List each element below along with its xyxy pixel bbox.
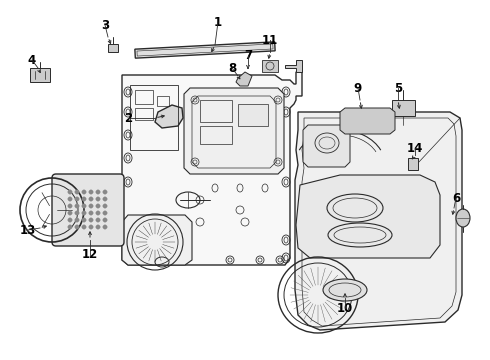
Ellipse shape <box>103 211 107 215</box>
Ellipse shape <box>68 225 72 229</box>
Ellipse shape <box>68 204 72 208</box>
Ellipse shape <box>103 225 107 229</box>
Ellipse shape <box>323 279 367 301</box>
Ellipse shape <box>89 204 93 208</box>
Ellipse shape <box>75 197 79 201</box>
Polygon shape <box>340 108 395 134</box>
Bar <box>135 90 153 104</box>
Text: 12: 12 <box>82 248 98 261</box>
Ellipse shape <box>82 211 86 215</box>
Bar <box>135 108 153 120</box>
Polygon shape <box>392 100 415 116</box>
Text: 14: 14 <box>407 141 423 154</box>
Polygon shape <box>122 215 192 265</box>
Polygon shape <box>303 125 350 167</box>
Ellipse shape <box>96 218 100 222</box>
Ellipse shape <box>89 197 93 201</box>
Bar <box>157 96 169 106</box>
Polygon shape <box>155 105 183 128</box>
Ellipse shape <box>456 209 470 227</box>
Text: 6: 6 <box>452 192 460 204</box>
Ellipse shape <box>103 190 107 194</box>
Text: 8: 8 <box>228 62 236 75</box>
Ellipse shape <box>103 204 107 208</box>
FancyBboxPatch shape <box>52 174 124 246</box>
Ellipse shape <box>68 190 72 194</box>
Ellipse shape <box>89 211 93 215</box>
Ellipse shape <box>103 197 107 201</box>
Text: 2: 2 <box>124 112 132 125</box>
Polygon shape <box>30 68 50 82</box>
Polygon shape <box>262 60 278 72</box>
Bar <box>200 126 232 144</box>
Ellipse shape <box>103 218 107 222</box>
Polygon shape <box>295 112 462 330</box>
Polygon shape <box>184 88 284 174</box>
Ellipse shape <box>96 204 100 208</box>
Ellipse shape <box>96 197 100 201</box>
Text: 11: 11 <box>262 33 278 46</box>
Text: 10: 10 <box>337 302 353 315</box>
Ellipse shape <box>75 218 79 222</box>
Ellipse shape <box>89 218 93 222</box>
Polygon shape <box>285 60 302 72</box>
Polygon shape <box>135 42 275 58</box>
Text: 1: 1 <box>214 15 222 28</box>
Polygon shape <box>122 72 302 265</box>
Polygon shape <box>236 72 252 86</box>
Text: 4: 4 <box>28 54 36 67</box>
Polygon shape <box>108 44 118 52</box>
Ellipse shape <box>82 197 86 201</box>
Ellipse shape <box>68 218 72 222</box>
Ellipse shape <box>96 211 100 215</box>
Ellipse shape <box>96 225 100 229</box>
Polygon shape <box>296 175 440 258</box>
Ellipse shape <box>75 204 79 208</box>
Bar <box>200 100 232 122</box>
Ellipse shape <box>82 218 86 222</box>
Ellipse shape <box>68 211 72 215</box>
Text: 5: 5 <box>394 81 402 95</box>
Ellipse shape <box>68 197 72 201</box>
Ellipse shape <box>75 211 79 215</box>
Text: 9: 9 <box>354 81 362 95</box>
Text: 13: 13 <box>20 224 36 237</box>
Text: 3: 3 <box>101 18 109 32</box>
Ellipse shape <box>96 190 100 194</box>
Text: 7: 7 <box>244 49 252 62</box>
Ellipse shape <box>89 190 93 194</box>
Ellipse shape <box>82 190 86 194</box>
Polygon shape <box>408 158 418 170</box>
Ellipse shape <box>82 225 86 229</box>
Ellipse shape <box>75 225 79 229</box>
Ellipse shape <box>89 225 93 229</box>
Ellipse shape <box>82 204 86 208</box>
Bar <box>238 104 268 126</box>
Ellipse shape <box>75 190 79 194</box>
